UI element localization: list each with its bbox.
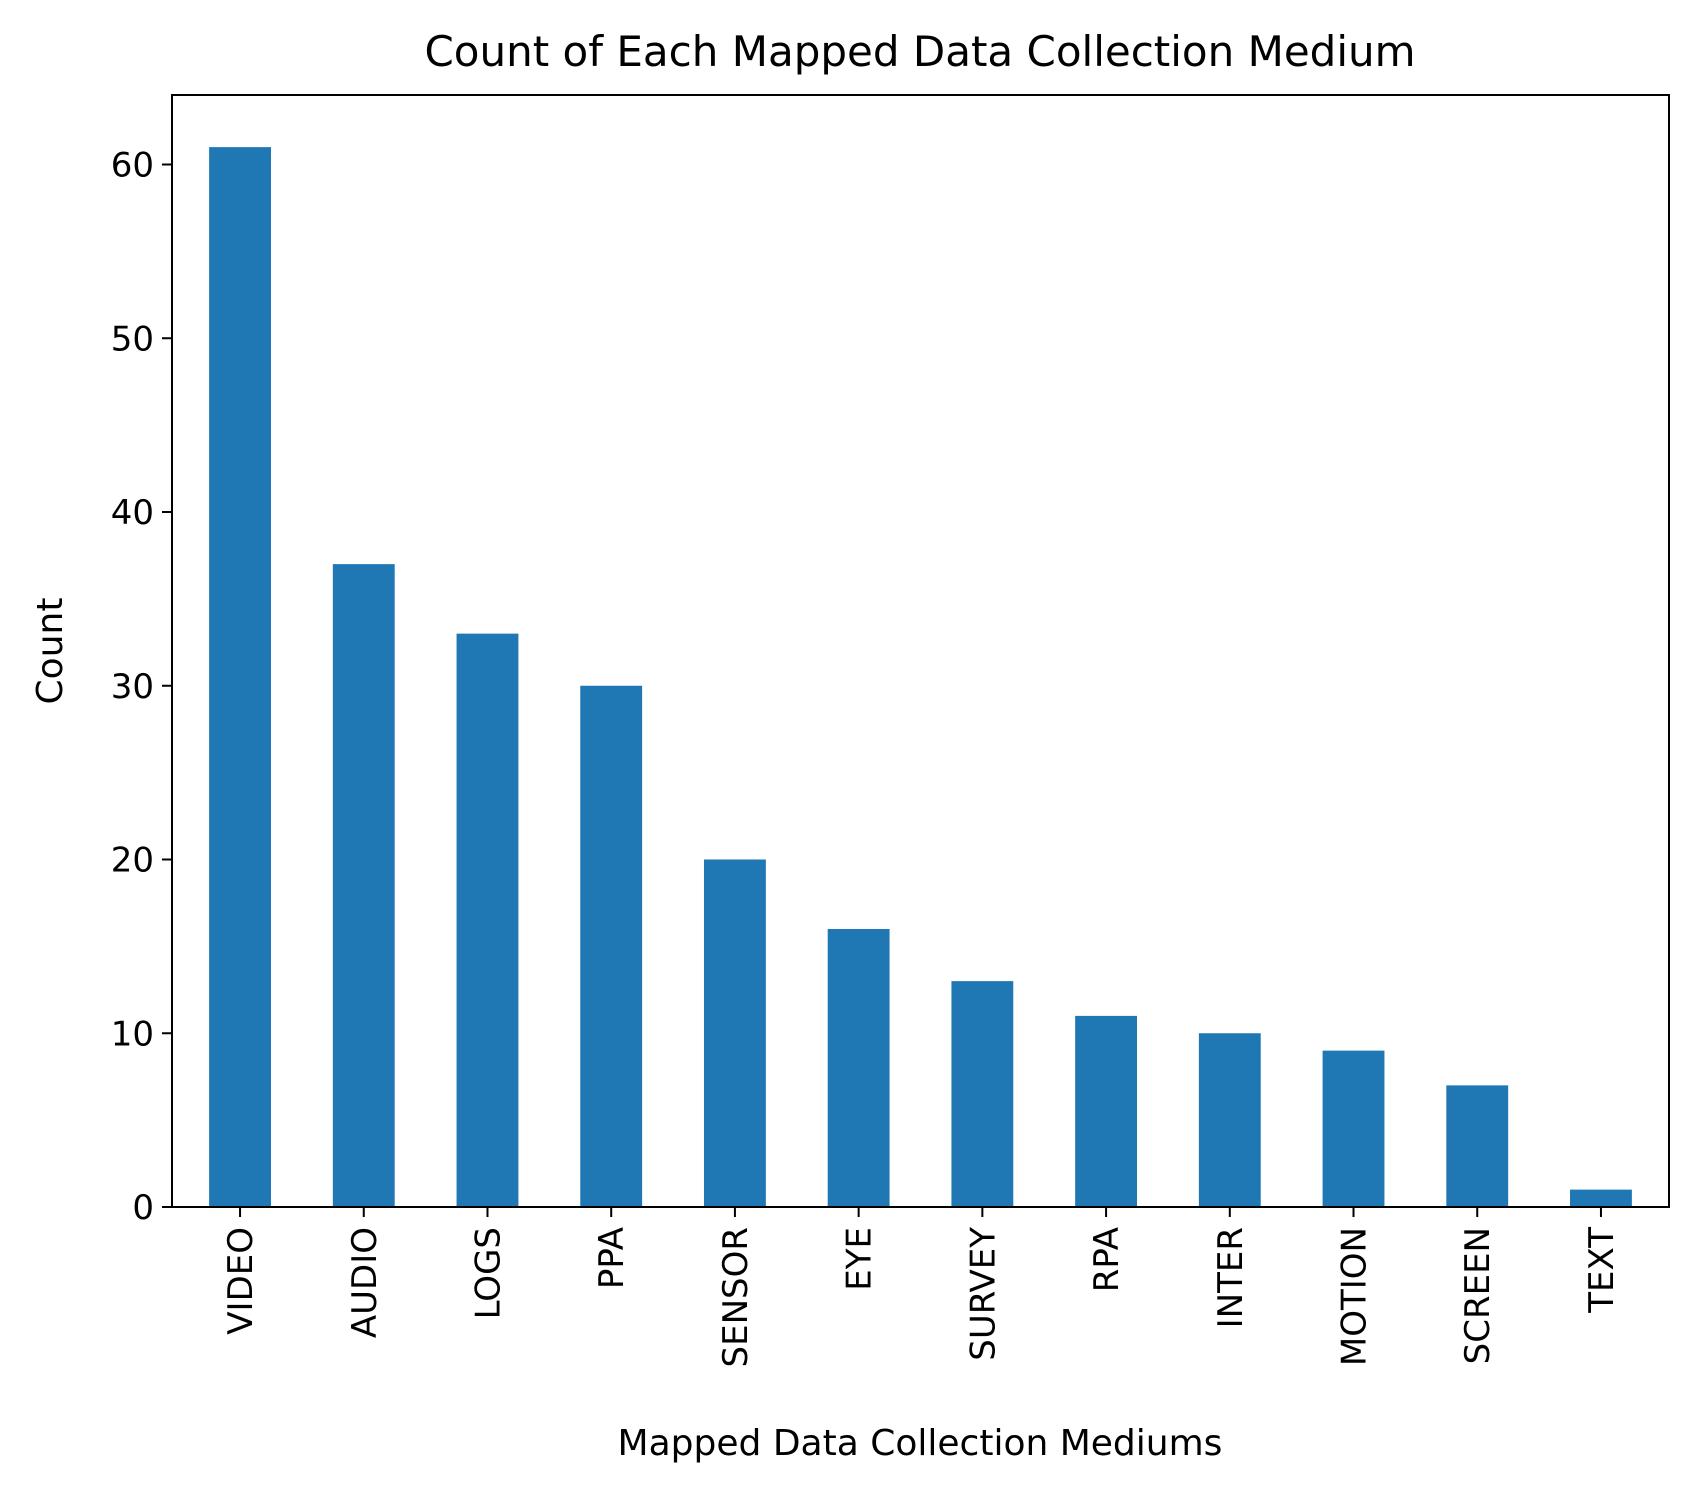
bar-text xyxy=(1570,1189,1632,1208)
x-tick-label: PPA xyxy=(592,1227,632,1289)
bar-rpa xyxy=(1075,1015,1138,1208)
bar-sensor xyxy=(703,859,766,1207)
bar-screen xyxy=(1446,1085,1509,1208)
chart-title: Count of Each Mapped Data Collection Med… xyxy=(424,27,1415,76)
y-tick-label: 0 xyxy=(132,1188,154,1228)
x-tick-label: LOGS xyxy=(468,1227,508,1319)
x-tick-label: RPA xyxy=(1087,1227,1127,1292)
bar-survey xyxy=(951,981,1014,1208)
bar-audio xyxy=(332,564,395,1208)
bar-ppa xyxy=(580,685,643,1207)
y-tick-label: 30 xyxy=(111,667,154,707)
x-tick-label: TEXT xyxy=(1582,1227,1622,1314)
bar-logs xyxy=(456,633,519,1208)
y-tick-label: 20 xyxy=(111,841,154,881)
bar-eye xyxy=(827,929,890,1207)
bar-video xyxy=(209,147,271,1208)
x-tick-label: MOTION xyxy=(1335,1227,1375,1366)
y-axis: 0 10 20 30 40 50 60 xyxy=(111,146,172,1228)
y-tick-label: 10 xyxy=(111,1014,154,1054)
x-tick-label: SENSOR xyxy=(716,1227,756,1367)
bar-motion xyxy=(1322,1050,1385,1208)
x-tick-label: VIDEO xyxy=(221,1227,261,1335)
bars-group xyxy=(209,147,1632,1208)
y-axis-label: Count xyxy=(30,598,71,705)
x-tick-label: INTER xyxy=(1211,1227,1251,1328)
x-tick-label: AUDIO xyxy=(345,1227,385,1338)
x-tick-label: SURVEY xyxy=(963,1227,1003,1361)
x-axis-label: Mapped Data Collection Mediums xyxy=(618,1423,1223,1464)
x-tick-label: EYE xyxy=(840,1227,880,1291)
y-tick-label: 50 xyxy=(111,319,154,359)
y-tick-label: 40 xyxy=(111,493,154,533)
x-axis: VIDEO AUDIO LOGS PPA SENSOR EYE SURVEY RPA INTER… xyxy=(221,1207,1622,1367)
y-tick-label: 60 xyxy=(111,146,154,186)
bar-inter xyxy=(1198,1033,1261,1207)
x-tick-label: SCREEN xyxy=(1458,1227,1498,1364)
plot-frame xyxy=(171,94,1670,1208)
